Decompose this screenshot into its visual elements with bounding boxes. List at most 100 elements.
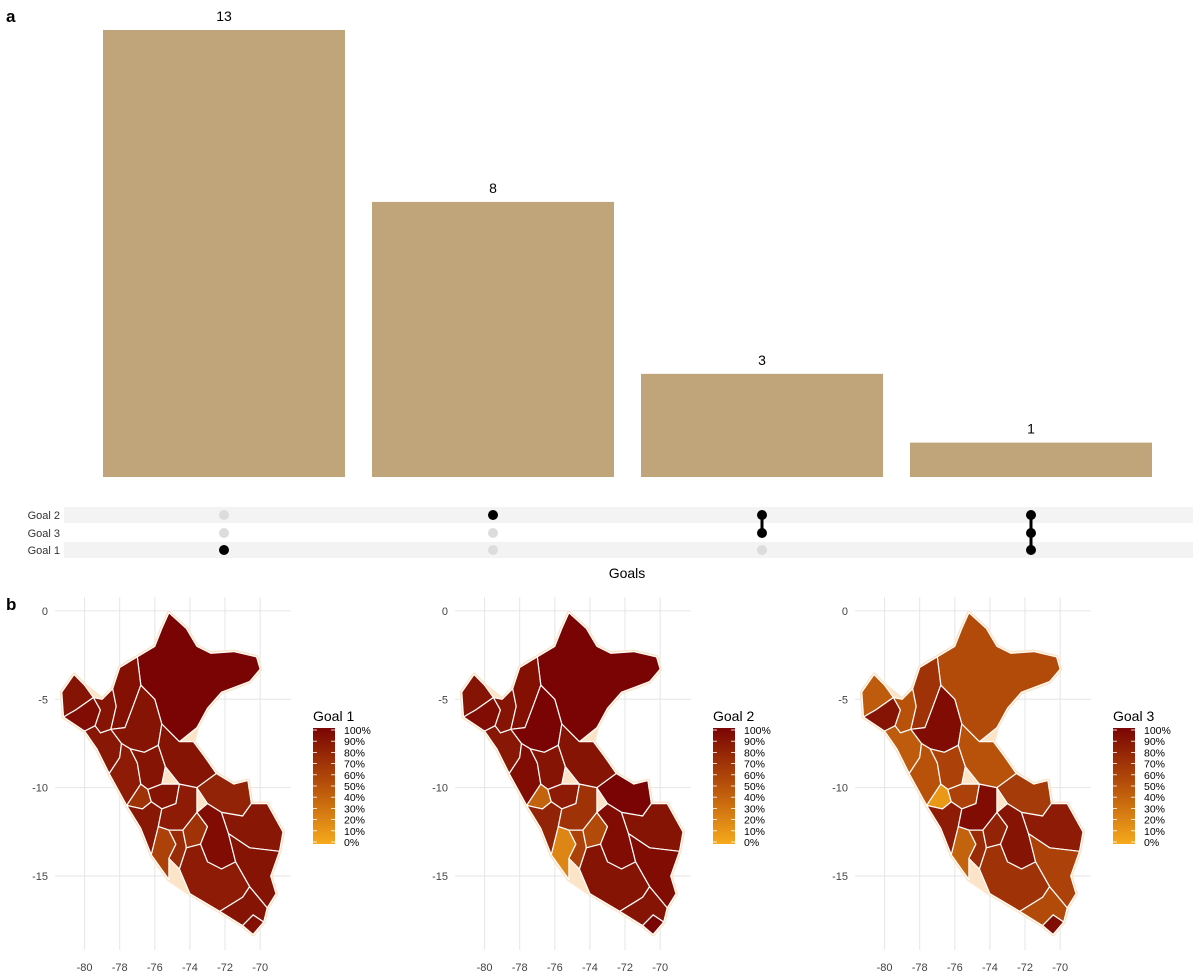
map-legend-tick-label: 30% bbox=[744, 803, 765, 815]
map-legend-tick-label: 10% bbox=[744, 826, 765, 838]
upset-bar bbox=[641, 373, 883, 477]
upset-dot-inactive bbox=[488, 528, 498, 538]
upset-bar-value-label: 13 bbox=[216, 8, 232, 24]
map-x-tick-label: -76 bbox=[947, 962, 963, 974]
upset-dot-active bbox=[757, 510, 767, 520]
upset-dot-inactive bbox=[219, 528, 229, 538]
upset-bar bbox=[372, 201, 614, 477]
map-legend-title: Goal 1 bbox=[313, 708, 354, 724]
map-x-tick-label: -72 bbox=[217, 962, 233, 974]
map-legend-tick-label: 20% bbox=[1144, 815, 1165, 827]
upset-matrix-row-stripe bbox=[64, 507, 1193, 523]
map-legend-tick-label: 10% bbox=[344, 826, 365, 838]
map-legend-tick-label: 0% bbox=[744, 837, 759, 849]
upset-bar bbox=[910, 442, 1152, 477]
map-x-tick-label: -80 bbox=[477, 962, 493, 974]
upset-dot-inactive bbox=[488, 545, 498, 555]
map-legend-tick-label: 90% bbox=[344, 736, 365, 748]
map-x-tick-label: -80 bbox=[77, 962, 93, 974]
upset-bar-value-label: 1 bbox=[1027, 421, 1035, 437]
map-x-tick-label: -70 bbox=[652, 962, 668, 974]
map-legend-tick-label: 100% bbox=[344, 725, 371, 737]
upset-dot-inactive bbox=[757, 545, 767, 555]
map-region bbox=[957, 723, 1017, 789]
map-legend-tick-label: 80% bbox=[744, 747, 765, 759]
map-legend-tick-label: 0% bbox=[1144, 837, 1159, 849]
map-x-tick-label: -78 bbox=[112, 962, 128, 974]
map-goal-3: -80 -78 -76 -74 -72 -70 0 -5 -10 -15 Goal 3100%90%… bbox=[832, 597, 1171, 974]
map-y-tick-label: -15 bbox=[432, 871, 448, 883]
map-legend-tick-label: 80% bbox=[344, 747, 365, 759]
map-x-tick-label: -70 bbox=[1052, 962, 1068, 974]
upset-matrix-row-stripe bbox=[64, 542, 1193, 558]
map-x-tick-label: -78 bbox=[912, 962, 928, 974]
map-y-tick-label: -15 bbox=[32, 871, 48, 883]
map-y-tick-label: 0 bbox=[842, 606, 848, 618]
upset-dot-active bbox=[1026, 528, 1036, 538]
upset-set-label: Goal 2 bbox=[28, 510, 60, 522]
map-region bbox=[557, 723, 617, 789]
map-region bbox=[642, 914, 665, 935]
upset-dot-active bbox=[219, 545, 229, 555]
panel-label-a: a bbox=[6, 7, 16, 26]
map-legend-tick-label: 30% bbox=[1144, 803, 1165, 815]
map-legend-tick-label: 80% bbox=[1144, 747, 1165, 759]
map-legend-tick-label: 20% bbox=[744, 815, 765, 827]
upset-bar-value-label: 3 bbox=[758, 352, 766, 368]
map-y-tick-label: -10 bbox=[432, 783, 448, 795]
map-legend-tick-label: 60% bbox=[344, 770, 365, 782]
map-x-tick-label: -70 bbox=[252, 962, 268, 974]
map-legend-tick-label: 10% bbox=[1144, 826, 1165, 838]
map-y-tick-label: -5 bbox=[38, 694, 48, 706]
upset-bar-value-label: 8 bbox=[489, 180, 497, 196]
map-legend-tick-label: 0% bbox=[344, 837, 359, 849]
map-legend-tick-label: 100% bbox=[1144, 725, 1171, 737]
upset-set-label: Goal 1 bbox=[28, 545, 60, 557]
map-x-tick-label: -72 bbox=[617, 962, 633, 974]
upset-bar bbox=[103, 30, 345, 477]
map-legend-tick-label: 20% bbox=[344, 815, 365, 827]
map-y-tick-label: -10 bbox=[32, 783, 48, 795]
map-y-tick-label: -5 bbox=[438, 694, 448, 706]
upset-dot-active bbox=[757, 528, 767, 538]
map-region bbox=[1042, 914, 1065, 935]
map-region bbox=[157, 723, 217, 789]
map-legend-tick-label: 40% bbox=[744, 792, 765, 804]
map-legend-tick-label: 50% bbox=[1144, 781, 1165, 793]
upset-set-label: Goal 3 bbox=[28, 528, 60, 540]
map-legend-tick-label: 70% bbox=[744, 759, 765, 771]
map-x-tick-label: -74 bbox=[182, 962, 198, 974]
map-region bbox=[242, 914, 265, 935]
map-legend-title: Goal 2 bbox=[713, 708, 754, 724]
map-legend-tick-label: 50% bbox=[344, 781, 365, 793]
map-x-tick-label: -74 bbox=[982, 962, 998, 974]
map-x-tick-label: -80 bbox=[877, 962, 893, 974]
map-goal-1: -80 -78 -76 -74 -72 -70 0 -5 -10 -15 Goal 1100%90%… bbox=[32, 597, 371, 974]
map-legend-tick-label: 70% bbox=[1144, 759, 1165, 771]
map-y-tick-label: -5 bbox=[838, 694, 848, 706]
map-y-tick-label: 0 bbox=[42, 606, 48, 618]
upset-dot-active bbox=[1026, 510, 1036, 520]
map-x-tick-label: -76 bbox=[547, 962, 563, 974]
map-legend-tick-label: 60% bbox=[744, 770, 765, 782]
map-legend-tick-label: 40% bbox=[344, 792, 365, 804]
panel-label-b: b bbox=[6, 595, 16, 614]
map-x-tick-label: -74 bbox=[582, 962, 598, 974]
map-legend-colorbar bbox=[313, 728, 335, 844]
map-x-tick-label: -72 bbox=[1017, 962, 1033, 974]
upset-dot-active bbox=[1026, 545, 1036, 555]
map-goal-2: -80 -78 -76 -74 -72 -70 0 -5 -10 -15 Goal 2100%90%… bbox=[432, 597, 771, 974]
map-legend-tick-label: 90% bbox=[1144, 736, 1165, 748]
map-legend-tick-label: 40% bbox=[1144, 792, 1165, 804]
map-legend-tick-label: 60% bbox=[1144, 770, 1165, 782]
map-legend-tick-label: 100% bbox=[744, 725, 771, 737]
map-x-tick-label: -78 bbox=[512, 962, 528, 974]
map-legend-colorbar bbox=[1113, 728, 1135, 844]
upset-dot-active bbox=[488, 510, 498, 520]
map-y-tick-label: 0 bbox=[442, 606, 448, 618]
upset-membership-matrix: Goal 2 Goal 3 Goal 1 bbox=[28, 507, 1193, 558]
map-y-tick-label: -10 bbox=[832, 783, 848, 795]
map-legend-tick-label: 50% bbox=[744, 781, 765, 793]
map-y-tick-label: -15 bbox=[832, 871, 848, 883]
